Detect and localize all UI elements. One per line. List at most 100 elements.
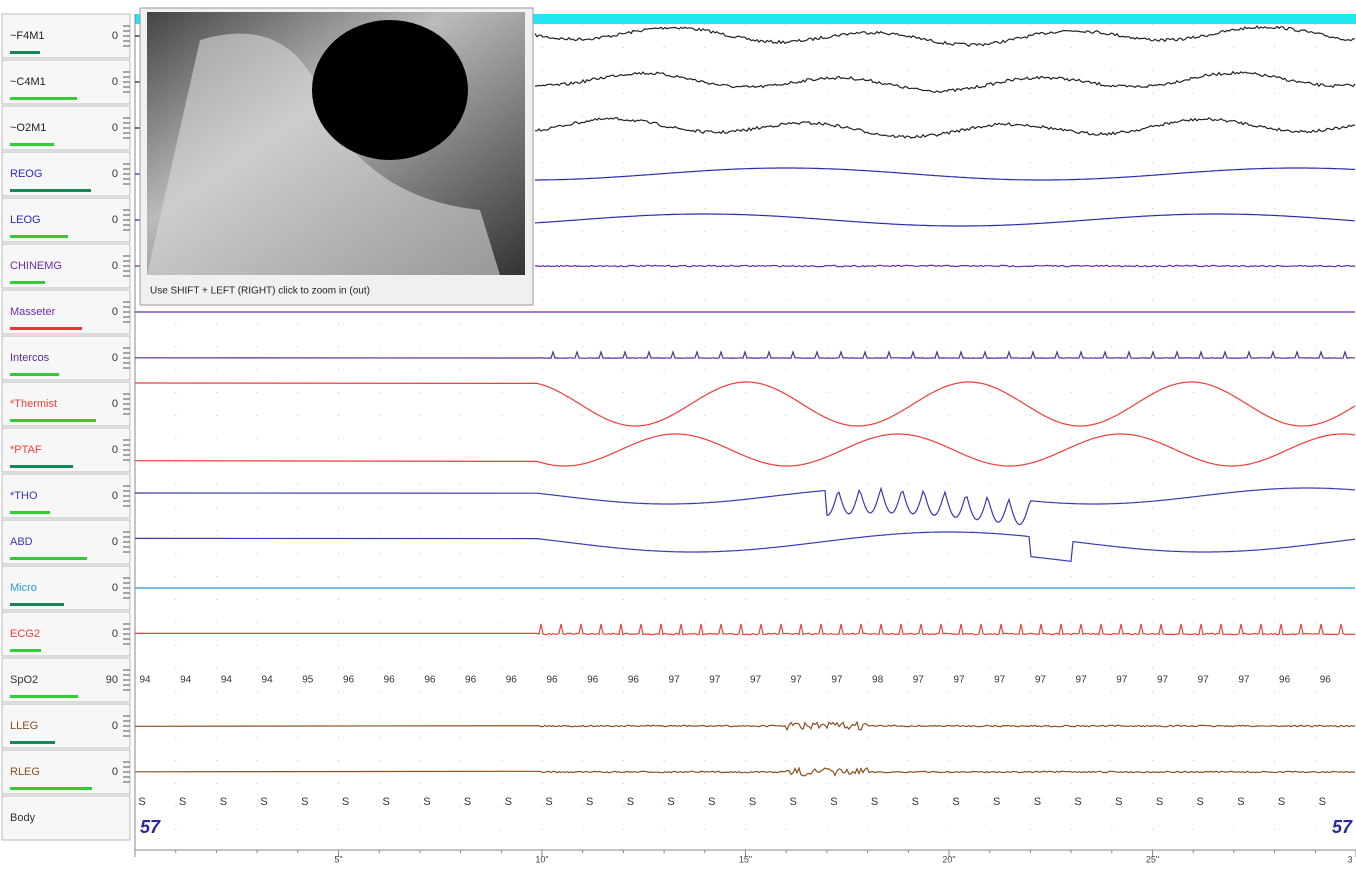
body-position: S — [423, 796, 430, 808]
body-position: S — [667, 796, 674, 808]
value-rows: 94 94 94 94 95 96 96 96 96 96 96 96 96 97 97 97 97 97 98 97… — [138, 675, 1353, 837]
spo2-value: 97 — [1238, 675, 1250, 686]
body-position: S — [505, 796, 512, 808]
body-position: S — [383, 796, 390, 808]
spo2-value: 97 — [1035, 675, 1047, 686]
label-box — [1, 197, 131, 243]
video-window[interactable]: Use SHIFT + LEFT (RIGHT) click to zoom i… — [139, 7, 534, 306]
trace — [134, 381, 1356, 427]
spo2-value: 94 — [139, 675, 151, 686]
scale-label: 0 — [112, 260, 118, 272]
face-mask — [312, 20, 468, 160]
level-bar — [10, 787, 92, 790]
spo2-value: 97 — [669, 675, 681, 686]
label-box — [1, 565, 131, 611]
spo2-value: 96 — [1279, 675, 1291, 686]
level-bar — [10, 695, 78, 698]
scale-label: 0 — [112, 168, 118, 180]
level-bar — [10, 373, 59, 376]
body-position: S — [1156, 796, 1163, 808]
spo2-value: 97 — [750, 675, 762, 686]
scale-label: 0 — [112, 582, 118, 594]
body-position: S — [627, 796, 634, 808]
spo2-value: 97 — [953, 675, 965, 686]
body-position: S — [952, 796, 959, 808]
spo2-value: 94 — [262, 675, 274, 686]
body-position: S — [871, 796, 878, 808]
channel-labels: ~F4M1 0 ~C4M1 0 ~O2M1 0 REOG 0 LEOG 0 CHINEMG 0 Mass… — [1, 13, 131, 841]
body-position: S — [1197, 796, 1204, 808]
level-bar — [10, 649, 41, 652]
level-bar — [10, 557, 87, 560]
scale-label: 0 — [112, 720, 118, 732]
channel-label: ~C4M1 — [10, 76, 46, 88]
channel-label: LLEG — [10, 720, 38, 732]
label-box — [1, 289, 131, 335]
spo2-value: 96 — [384, 675, 396, 686]
channel-label: Micro — [10, 582, 37, 594]
label-box — [1, 105, 131, 151]
label-box — [1, 749, 131, 795]
body-position: S — [1115, 796, 1122, 808]
label-box — [1, 243, 131, 289]
scale-label: 0 — [112, 352, 118, 364]
level-bar — [10, 419, 96, 422]
body-position: S — [1074, 796, 1081, 808]
spo2-value: 96 — [343, 675, 355, 686]
body-position: S — [1278, 796, 1285, 808]
spo2-value: 97 — [1198, 675, 1210, 686]
channel-label: REOG — [10, 168, 42, 180]
label-box — [1, 473, 131, 519]
channel-label: Intercos — [10, 352, 50, 364]
time-label: 10" — [535, 854, 548, 864]
scale-label: 0 — [112, 444, 118, 456]
channel-label: ~F4M1 — [10, 30, 45, 42]
trace — [135, 623, 1356, 636]
body-position: S — [301, 796, 308, 808]
epoch-number: 57 — [140, 817, 161, 837]
channel-label: RLEG — [10, 766, 40, 778]
spo2-value: 96 — [424, 675, 436, 686]
channel-label: *Thermist — [10, 398, 57, 410]
time-label: 25" — [1146, 854, 1159, 864]
channel-label: ~O2M1 — [10, 122, 46, 134]
label-box — [1, 13, 131, 59]
label-box — [1, 335, 131, 381]
trace — [134, 531, 1356, 562]
level-bar — [10, 281, 45, 284]
channel-label: *PTAF — [10, 444, 42, 456]
level-bar — [10, 603, 64, 606]
body-position: S — [464, 796, 471, 808]
scale-label: 0 — [112, 306, 118, 318]
level-bar — [10, 143, 54, 146]
trace — [135, 213, 1356, 227]
video-caption: Use SHIFT + LEFT (RIGHT) click to zoom i… — [150, 286, 370, 297]
scale-label: 90 — [106, 674, 118, 686]
spo2-value: 97 — [709, 675, 721, 686]
spo2-value: 97 — [994, 675, 1006, 686]
trace — [134, 720, 1356, 732]
trace — [134, 350, 1356, 359]
scale-label: 0 — [112, 628, 118, 640]
body-position: S — [749, 796, 756, 808]
level-bar — [10, 741, 55, 744]
trace — [135, 167, 1355, 181]
label-box — [1, 703, 131, 749]
channel-label: Masseter — [10, 306, 56, 318]
spo2-value: 96 — [1320, 675, 1332, 686]
body-position: S — [179, 796, 186, 808]
level-bar — [10, 511, 50, 514]
video-shape — [147, 33, 500, 275]
channel-label: LEOG — [10, 214, 41, 226]
body-position: S — [993, 796, 1000, 808]
body-position: S — [586, 796, 593, 808]
trace — [134, 486, 1356, 526]
spo2-value: 97 — [1157, 675, 1169, 686]
body-position: S — [912, 796, 919, 808]
spo2-value: 96 — [465, 675, 477, 686]
spo2-value: 97 — [913, 675, 925, 686]
scale-label: 0 — [112, 214, 118, 226]
scale-label: 0 — [112, 122, 118, 134]
spo2-value: 98 — [872, 675, 884, 686]
trace — [135, 70, 1356, 94]
